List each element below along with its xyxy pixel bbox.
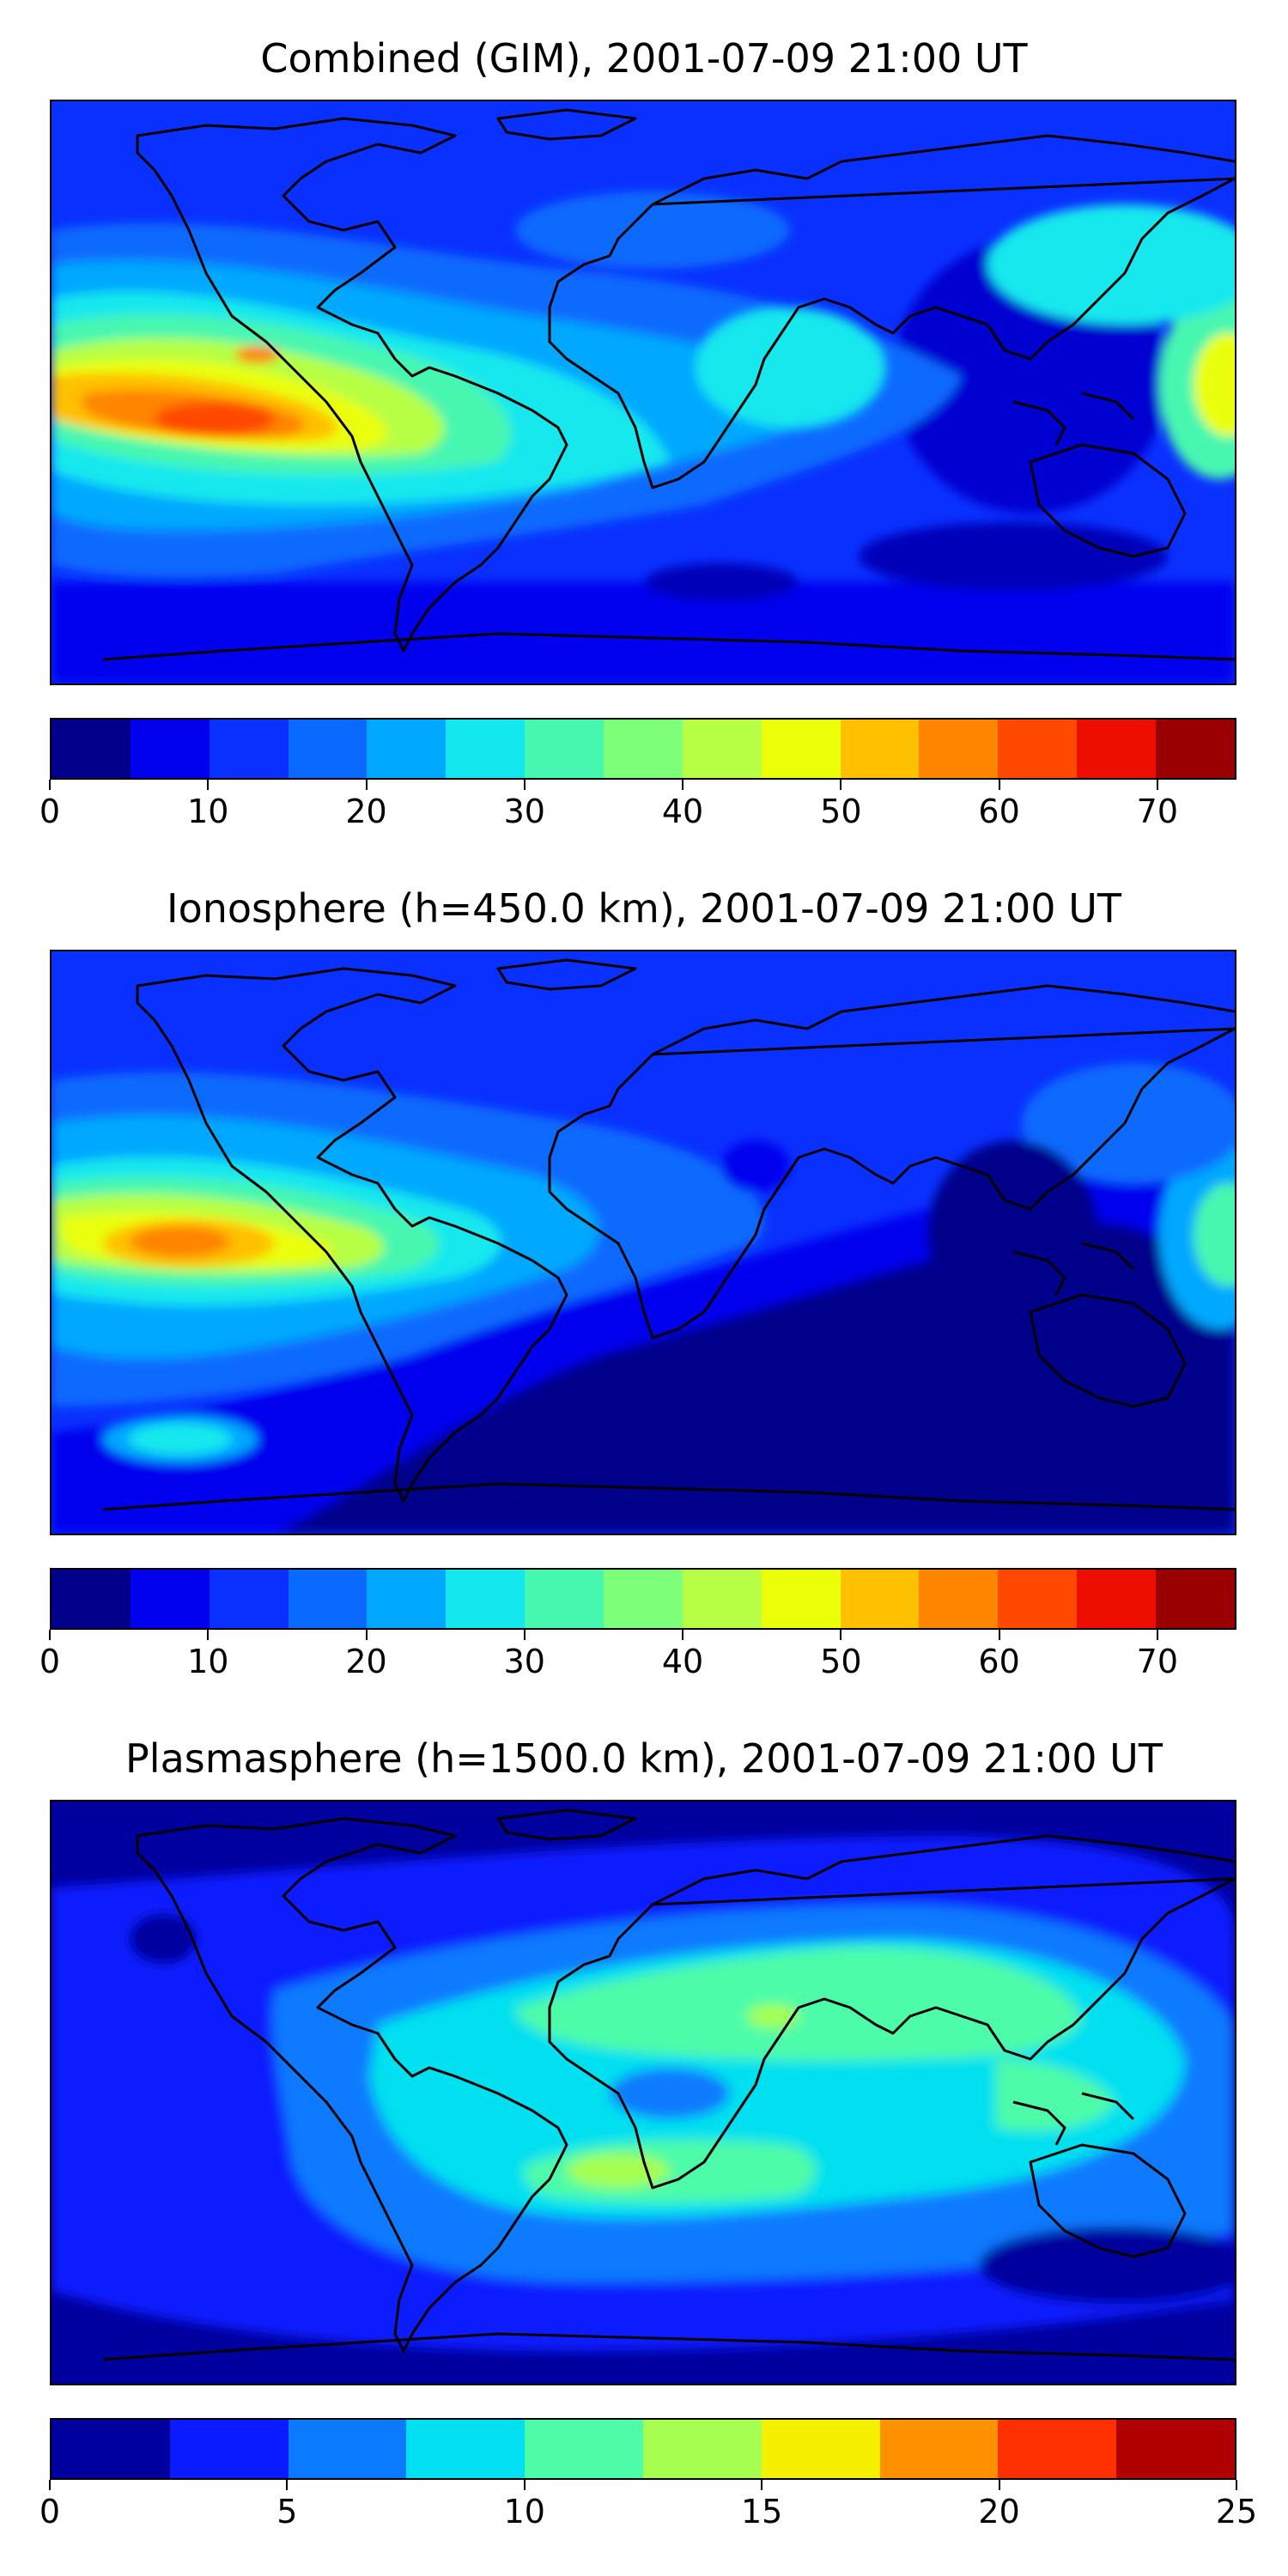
combined-colorbar-tick-label: 70 — [1136, 793, 1179, 830]
ionosphere-colorbar-tick — [207, 1630, 210, 1640]
ionosphere-colorbar-segment — [604, 1570, 683, 1628]
combined-colorbar-segment — [130, 720, 210, 778]
plasmasphere-colorbar — [50, 2418, 1236, 2480]
combined-map — [50, 100, 1236, 685]
combined-colorbar-segment — [446, 720, 526, 778]
plasmasphere-colorbar-ticks: 0 5 10 15 20 25 — [39, 2480, 1257, 2531]
plasmasphere-colorbar-tick — [761, 2480, 763, 2490]
combined-colorbar-segment — [52, 720, 131, 778]
plasmasphere-colorbar-segment — [288, 2420, 407, 2478]
plasmasphere-colorbar-tick-label: 5 — [276, 2493, 298, 2530]
combined-title: Combined (GIM), 2001-07-09 21:00 UT — [260, 35, 1028, 82]
plasmasphere-colorbar-tick — [998, 2480, 1000, 2490]
ionosphere-colorbar-ticks: 0 10 20 30 40 50 60 70 — [39, 1630, 1236, 1681]
ionosphere-colorbar-tick-label: 10 — [187, 1643, 229, 1680]
plasmasphere-colorbar-tick — [1236, 2480, 1237, 2490]
ionosphere-colorbar-segment — [367, 1570, 447, 1628]
ionosphere-colorbar-segment — [761, 1570, 841, 1628]
ionosphere-colorbar-tick — [49, 1630, 51, 1640]
combined-colorbar-segment — [288, 720, 368, 778]
combined-colorbar-tick — [998, 780, 1000, 790]
ionosphere-colorbar-segment — [1156, 1570, 1235, 1628]
combined-colorbar-tick-label: 20 — [345, 793, 387, 830]
ionosphere-colorbar-segment — [288, 1570, 368, 1628]
combined-colorbar-tick — [682, 780, 684, 790]
combined-colorbar-tick-label: 30 — [503, 793, 545, 830]
combined-colorbar-tick — [365, 780, 368, 790]
ionosphere-colorbar-segment — [52, 1570, 131, 1628]
combined-colorbar-segment — [525, 720, 605, 778]
plasmasphere-colorbar-tick — [49, 2480, 51, 2490]
combined-colorbar-segment — [1077, 720, 1157, 778]
plasmasphere-colorbar-segment — [642, 2420, 762, 2478]
ionosphere-colorbar-segment — [209, 1570, 289, 1628]
plasmasphere-colorbar-segment — [879, 2420, 999, 2478]
ionosphere-colorbar-tick — [682, 1630, 684, 1640]
combined-colorbar-segment — [998, 720, 1078, 778]
plasmasphere-colorbar-segment — [525, 2420, 643, 2478]
combined-colorbar-tick-label: 50 — [820, 793, 862, 830]
plasmasphere-colorbar-tick — [523, 2480, 526, 2490]
ionosphere-colorbar-tick-label: 40 — [661, 1643, 704, 1680]
combined-map-field — [52, 101, 1235, 683]
plasmasphere-map — [50, 1800, 1236, 2385]
ionosphere-colorbar-segment — [1077, 1570, 1157, 1628]
plasmasphere-title: Plasmasphere (h=1500.0 km), 2001-07-09 2… — [125, 1735, 1163, 1782]
combined-colorbar-segment — [919, 720, 999, 778]
ionosphere-colorbar-segment — [525, 1570, 605, 1628]
ionosphere-colorbar-tick-label: 60 — [978, 1643, 1020, 1680]
combined-colorbar-segment — [1156, 720, 1235, 778]
plasmasphere-colorbar-segment — [998, 2420, 1117, 2478]
ionosphere-colorbar-tick — [1156, 1630, 1158, 1640]
combined-colorbar-tick — [1156, 780, 1158, 790]
plasmasphere-colorbar-tick-label: 0 — [39, 2493, 61, 2530]
ionosphere-colorbar-tick-label: 50 — [820, 1643, 862, 1680]
plasmasphere-colorbar-tick — [286, 2480, 289, 2490]
combined-colorbar-ticks: 0 10 20 30 40 50 60 70 — [39, 780, 1236, 831]
combined-colorbar-segment — [604, 720, 683, 778]
plasmasphere-colorbar-segment — [406, 2420, 526, 2478]
ionosphere-map-field — [52, 951, 1235, 1534]
ionosphere-colorbar-segment — [998, 1570, 1078, 1628]
combined-colorbar-tick — [840, 780, 842, 790]
ionosphere-title: Ionosphere (h=450.0 km), 2001-07-09 21:0… — [167, 885, 1121, 932]
ionosphere-colorbar-tick-label: 0 — [39, 1643, 61, 1680]
combined-colorbar-tick — [49, 780, 51, 790]
ionosphere-colorbar-segment — [919, 1570, 999, 1628]
ionosphere-colorbar-tick — [998, 1630, 1000, 1640]
combined-colorbar-segment — [209, 720, 289, 778]
combined-colorbar-tick-label: 0 — [39, 793, 61, 830]
combined-colorbar-segment — [682, 720, 762, 778]
ionosphere-colorbar-segment — [682, 1570, 762, 1628]
plasmasphere-map-field — [52, 1801, 1235, 2384]
plasmasphere-colorbar-tick-label: 25 — [1215, 2493, 1258, 2530]
ionosphere-map — [50, 950, 1236, 1535]
ionosphere-colorbar-tick — [840, 1630, 842, 1640]
combined-colorbar-tick-label: 40 — [661, 793, 704, 830]
plasmasphere-colorbar-tick-label: 10 — [503, 2493, 545, 2530]
ionosphere-colorbar-tick-label: 70 — [1136, 1643, 1179, 1680]
combined-colorbar-segment — [840, 720, 920, 778]
ionosphere-colorbar-segment — [130, 1570, 210, 1628]
ionosphere-colorbar — [50, 1568, 1236, 1630]
ionosphere-colorbar-tick — [523, 1630, 526, 1640]
combined-colorbar-tick-label: 10 — [187, 793, 229, 830]
ionosphere-colorbar-tick-label: 20 — [345, 1643, 387, 1680]
ionosphere-colorbar-segment — [446, 1570, 526, 1628]
combined-colorbar-segment — [367, 720, 447, 778]
plasmasphere-colorbar-tick-label: 15 — [741, 2493, 783, 2530]
plasmasphere-colorbar-segment — [52, 2420, 170, 2478]
plasmasphere-colorbar-tick-label: 20 — [978, 2493, 1020, 2530]
combined-colorbar-tick — [523, 780, 526, 790]
combined-colorbar-tick-label: 60 — [978, 793, 1020, 830]
ionosphere-colorbar-tick-label: 30 — [503, 1643, 545, 1680]
ionosphere-colorbar-segment — [840, 1570, 920, 1628]
combined-colorbar-tick — [207, 780, 210, 790]
combined-colorbar-segment — [761, 720, 841, 778]
plasmasphere-colorbar-segment — [761, 2420, 880, 2478]
combined-colorbar — [50, 718, 1236, 780]
plasmasphere-colorbar-segment — [169, 2420, 289, 2478]
ionosphere-colorbar-tick — [365, 1630, 368, 1640]
plasmasphere-colorbar-segment — [1116, 2420, 1235, 2478]
